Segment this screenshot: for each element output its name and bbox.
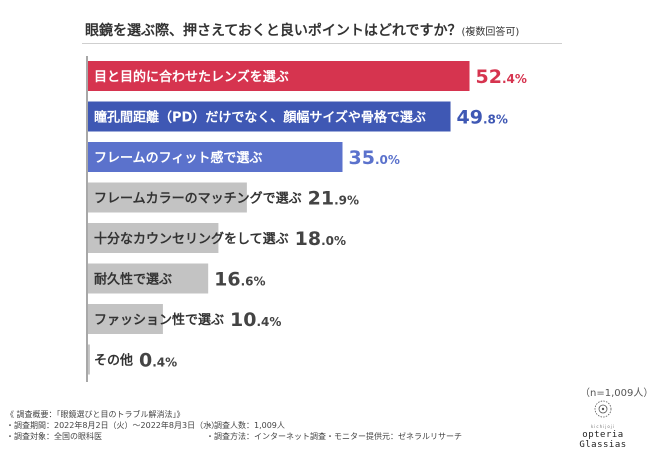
- value-label-8: 0.4%: [139, 350, 177, 372]
- bar-8: [87, 344, 90, 375]
- logo-brand-text: opteria Glassias: [579, 430, 627, 450]
- title-main: 眼鏡を選ぶ際、押さえておくと良いポイントはどれですか？: [85, 23, 462, 39]
- sample-size-label: （n=1,009人）: [580, 388, 650, 399]
- value-label-1: 52.4%: [476, 66, 527, 88]
- value-label-3: 35.0%: [349, 147, 400, 169]
- survey-respondents: ・調査人数：1,009人: [206, 421, 285, 430]
- value-label-5: 18.0%: [295, 228, 346, 250]
- survey-summary: 《 調査概要：「眼鏡選びと目のトラブル解消法」》 ・調査期間：2022年8月2日…: [6, 409, 462, 442]
- title-sub: (複数回答可): [461, 27, 520, 38]
- bar-1: [87, 61, 470, 91]
- chart-title: 眼鏡を選ぶ際、押さえておくと良いポイントはどれですか？(複数回答可): [85, 20, 519, 40]
- bar-label-2: 瞳孔間距離（PD）だけでなく、顔幅サイズや骨格で選ぶ: [94, 110, 426, 126]
- bar-label-8: その他: [94, 353, 133, 369]
- bar-chart: 目と目的に合わせたレンズを選ぶ 52.4% 瞳孔間距離（PD）だけでなく、顔幅サイズ…: [87, 61, 527, 375]
- survey-provider: ・モニター提供元：ゼネラルリサーチ: [326, 432, 462, 441]
- bar-label-5: 十分なカウンセリングをして選ぶ: [94, 231, 289, 247]
- bar-6: [87, 263, 209, 294]
- bar-2: [87, 101, 451, 132]
- title-divider: [82, 43, 562, 44]
- survey-period: ・調査期間：2022年8月2日（火）～2022年8月3日（水）: [6, 421, 220, 430]
- value-label-7: 10.4%: [230, 309, 281, 331]
- bar-4: [87, 182, 247, 213]
- survey-heading: 《 調査概要：「眼鏡選びと目のトラブル解消法」》: [6, 410, 185, 419]
- bar-3: [87, 142, 343, 172]
- bar-5: [87, 223, 219, 253]
- value-label-6: 16.6%: [214, 269, 265, 291]
- survey-method: ・調査方法：インターネット調査: [206, 432, 326, 441]
- bar-label-3: フレームのフィット感で選ぶ: [94, 150, 262, 166]
- bar-7: [87, 304, 163, 334]
- bar-label-4: フレームカラーのマッチングで選ぶ: [94, 191, 302, 207]
- bar-label-7: ファッション性で選ぶ: [94, 312, 224, 328]
- logo-small-text: kichijoji: [590, 424, 616, 429]
- bar-label-6: 耐久性で選ぶ: [94, 272, 172, 288]
- survey-target: ・調査対象：全国の眼科医: [6, 432, 102, 441]
- brand-logo: kichijoji opteria Glassias: [566, 398, 640, 450]
- value-label-4: 21.9%: [308, 188, 359, 210]
- logo-mark-icon: [594, 400, 612, 418]
- value-label-2: 49.8%: [457, 107, 508, 129]
- category-axis-line: [86, 56, 88, 382]
- bar-label-1: 目と目的に合わせたレンズを選ぶ: [94, 69, 289, 85]
